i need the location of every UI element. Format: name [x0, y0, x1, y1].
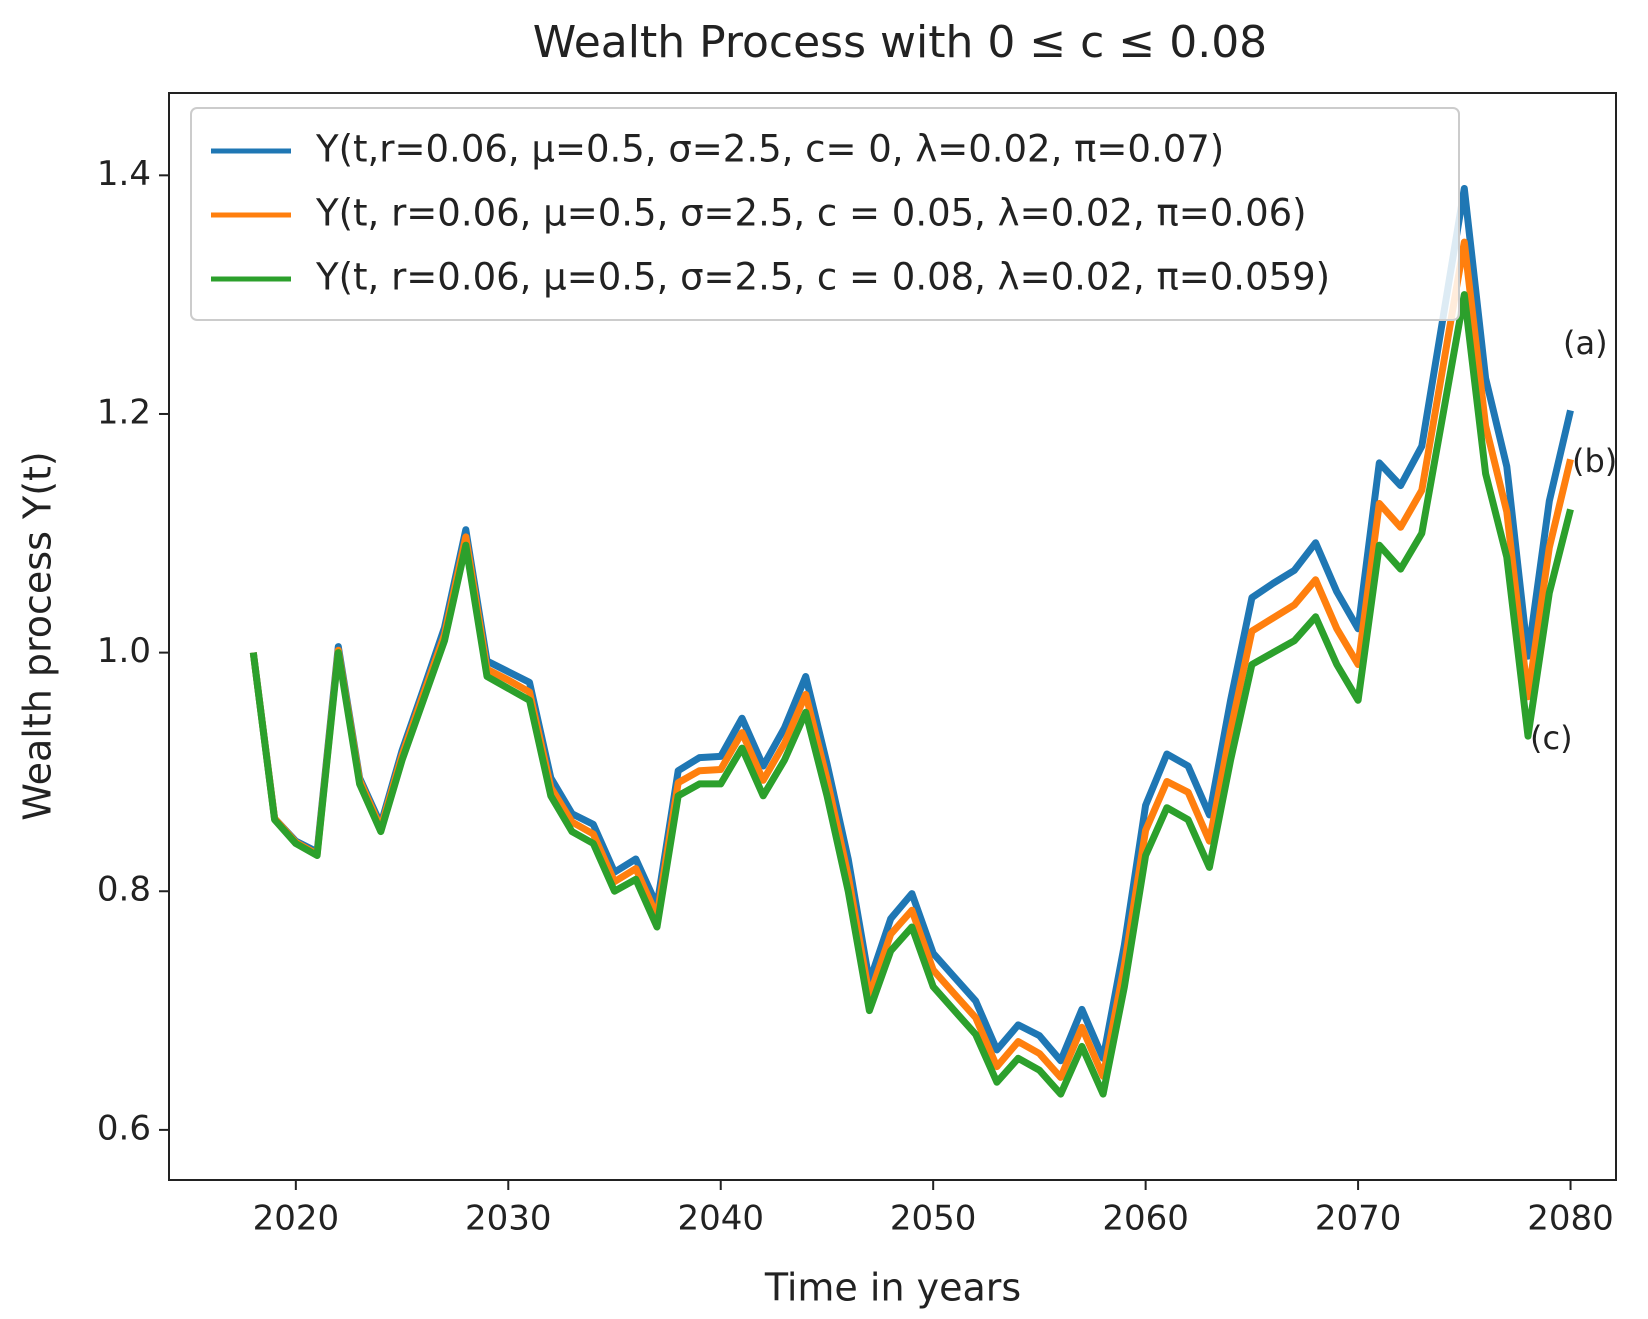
- x-tick-label: 2080: [1527, 1199, 1614, 1239]
- annotation: (a): [1563, 324, 1608, 362]
- x-tick-label: 2070: [1315, 1199, 1402, 1239]
- plot-frame: [168, 92, 1617, 1181]
- legend-label: Y(t, r=0.06, μ=0.5, σ=2.5, c = 0.08, λ=0…: [315, 256, 1330, 299]
- legend-box: [190, 107, 1460, 321]
- y-axis-label: Wealth process Y(t): [16, 451, 60, 821]
- plot-lines: [249, 185, 1574, 1098]
- annotation: (c): [1530, 719, 1573, 757]
- y-tick-label: 0.6: [97, 1108, 151, 1148]
- series-line: [249, 291, 1574, 1098]
- y-tick-label: 0.8: [97, 870, 151, 910]
- x-axis-label: Time in years: [764, 1266, 1021, 1310]
- x-tick-label: 2050: [890, 1199, 977, 1239]
- y-tick-label: 1.0: [97, 631, 151, 671]
- y-tick-label: 1.4: [97, 154, 151, 194]
- y-tick-label: 1.2: [97, 392, 151, 432]
- legend-label: Y(t,r=0.06, μ=0.5, σ=2.5, c= 0, λ=0.02, …: [315, 128, 1224, 171]
- series-line: [249, 238, 1574, 1081]
- legend-label: Y(t, r=0.06, μ=0.5, σ=2.5, c = 0.05, λ=0…: [315, 192, 1307, 235]
- chart-title: Wealth Process with 0 ≤ c ≤ 0.08: [533, 17, 1267, 68]
- annotation: (b): [1572, 442, 1617, 480]
- x-tick-label: 2040: [677, 1199, 764, 1239]
- x-tick-label: 2020: [253, 1199, 340, 1239]
- x-tick-label: 2030: [465, 1199, 552, 1239]
- x-tick-label: 2060: [1102, 1199, 1189, 1239]
